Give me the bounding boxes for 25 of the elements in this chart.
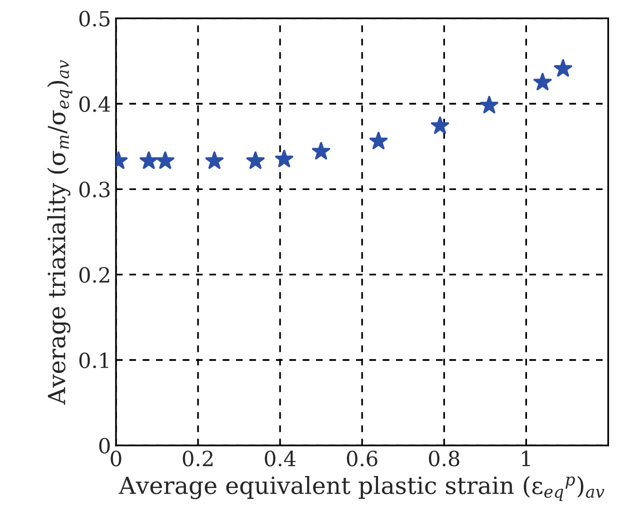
point — [205, 151, 224, 169]
point — [312, 142, 330, 160]
point — [140, 151, 158, 169]
x-tick-label: 0.6 — [346, 450, 378, 466]
point — [156, 151, 174, 169]
point — [246, 151, 265, 169]
point — [275, 150, 294, 168]
y-tick-label: 0 — [99, 438, 110, 454]
x-tick-label: 1 — [522, 450, 530, 466]
y-tick-label: 0.4 — [79, 96, 110, 112]
point — [554, 59, 572, 77]
x-tick-label: 0.4 — [264, 450, 296, 466]
y-tick-label: 0.5 — [79, 10, 110, 27]
x-tick-label: 0.8 — [428, 450, 460, 466]
y-axis-title: Average triaxiality (σ$_{m}$/σ$_{eq}$)$_{av}$ — [47, 60, 72, 405]
y-tick-label: 0.3 — [79, 182, 110, 198]
y-tick-label: 0.2 — [79, 267, 110, 283]
point — [430, 116, 450, 134]
x-tick-label: 0.2 — [182, 450, 213, 466]
y-tick-label: 0.1 — [79, 352, 108, 368]
x-tick-label: 0 — [110, 450, 122, 466]
x-axis-title: Average equivalent plastic strain (ε$_{eq}$$^{p}$)$_{av}$ — [118, 476, 604, 502]
point — [533, 72, 552, 90]
point — [369, 132, 388, 150]
point — [480, 96, 498, 114]
